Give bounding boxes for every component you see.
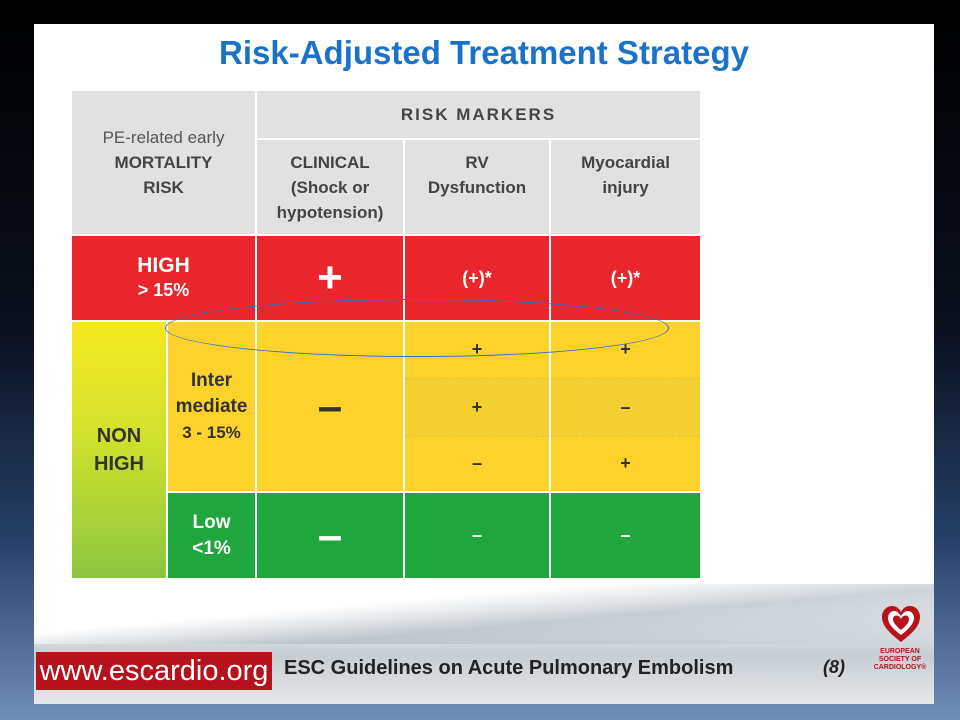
low-myocardial-cell: – (550, 491, 703, 578)
non-high-line1: NON (96, 425, 142, 447)
esc-logo: EUROPEAN SOCIETY OF CARDIOLOGY® (868, 604, 932, 700)
header-myocardial-injury: Myocardial injury (550, 139, 703, 236)
low-clinical-cell: – (256, 491, 406, 578)
heart-icon (882, 606, 920, 642)
header-myocardial-line1: Myocardial (581, 153, 670, 172)
high-percent: > 15% (137, 280, 190, 300)
row-non-high-label: NON HIGH (72, 321, 168, 578)
esc-logo-line1: EUROPEAN (880, 648, 920, 655)
low-rv-cell: – (404, 491, 552, 578)
esc-logo-line3: CARDIOLOGY® (873, 664, 927, 671)
intermediate-line3: 3 - 15% (182, 422, 241, 442)
header-rv-line1: RV (465, 153, 489, 172)
row-high-label: HIGH > 15% (72, 235, 258, 322)
footer-title: ESC Guidelines on Acute Pulmonary Emboli… (284, 657, 734, 679)
esc-logo-text: EUROPEAN SOCIETY OF CARDIOLOGY® (868, 648, 932, 672)
row-low-label: Low <1% (167, 491, 258, 578)
esc-logo-line2: SOCIETY OF (878, 656, 922, 663)
header-mortality-line2: MORTALITY (114, 153, 213, 172)
header-mortality-risk: PE-related early MORTALITY RISK (72, 91, 258, 236)
header-mortality-line3: RISK (143, 178, 184, 197)
non-high-line2: HIGH (94, 453, 144, 475)
intermediate-line2: mediate (175, 395, 248, 417)
intermediate-myocardial-cell-2: – (550, 377, 703, 436)
header-clinical-line2: (Shock or (290, 178, 370, 197)
intermediate-line1: Inter (190, 369, 233, 391)
intermediate-rv-cell-3: – (404, 435, 552, 492)
header-clinical: CLINICAL (Shock or hypotension) (256, 139, 406, 236)
header-mortality-line1: PE-related early (102, 128, 225, 147)
header-rv-dysfunction: RV Dysfunction (404, 139, 552, 236)
header-myocardial-line2: injury (602, 178, 649, 197)
site-url-banner[interactable]: www.escardio.org (36, 652, 272, 690)
intermediate-rv-cell-2: + (404, 377, 552, 436)
footer-band (34, 584, 934, 704)
low-line2: <1% (192, 537, 231, 559)
header-clinical-line3: hypotension) (276, 203, 384, 222)
footer-reference: (8) (823, 657, 845, 677)
header-risk-markers: RISK MARKERS (256, 91, 703, 140)
intermediate-myocardial-cell-3: + (550, 435, 703, 492)
highlight-ellipse (165, 299, 669, 357)
row-intermediate-label: Inter mediate 3 - 15% (167, 321, 258, 492)
low-line1: Low (192, 511, 231, 533)
header-rv-line2: Dysfunction (427, 178, 527, 197)
high-label: HIGH (137, 254, 190, 277)
slide: Risk-Adjusted Treatment Strategy PE-rela… (34, 24, 934, 704)
header-clinical-line1: CLINICAL (290, 153, 370, 172)
slide-title: Risk-Adjusted Treatment Strategy (219, 34, 749, 71)
